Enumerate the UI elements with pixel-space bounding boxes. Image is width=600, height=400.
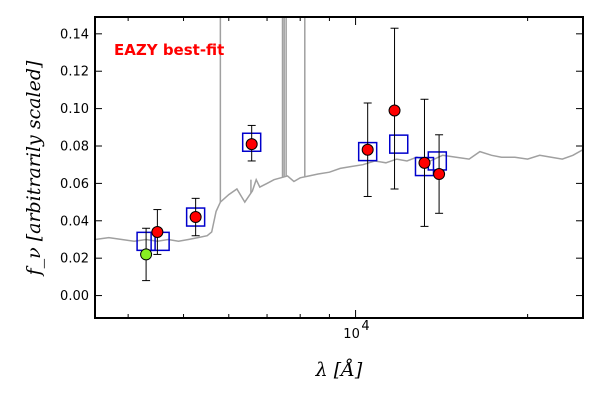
y-tick-label: 0.04 <box>60 214 89 229</box>
observed-flux-point-alt <box>140 248 153 261</box>
axis-ticks: 0.00 0.02 0.04 0.06 0.08 0.10 0.12 0.14 104 <box>60 17 583 342</box>
y-tick-label: 0.14 <box>60 27 89 42</box>
plot-content <box>95 17 583 282</box>
observed-flux-point <box>151 226 164 238</box>
annotation-label: EAZY best-fit <box>114 41 224 59</box>
observed-flux-point <box>433 168 446 181</box>
model-flux-square <box>388 134 409 154</box>
x-tick-label-exponent: 4 <box>361 319 369 334</box>
observed-flux-point <box>418 156 431 169</box>
y-tick-label: 0.08 <box>60 140 89 155</box>
observed-flux-point <box>361 143 374 156</box>
observed-flux-point <box>388 104 401 117</box>
observed-flux-point <box>189 211 202 224</box>
y-tick-label: 0.10 <box>60 102 89 117</box>
model-spectrum-line <box>95 149 583 243</box>
y-axis-label: f_ν [arbitrarily scaled] <box>23 60 45 277</box>
y-tick-label: 0.00 <box>60 289 89 304</box>
y-tick-label: 0.06 <box>60 177 89 192</box>
observed-flux-point <box>245 138 258 151</box>
x-axis-label: λ [Å] <box>315 359 363 381</box>
y-tick-label: 0.12 <box>60 65 89 80</box>
x-tick-label: 10 <box>343 327 360 342</box>
plot-frame <box>94 16 584 319</box>
plot-layer <box>95 17 583 282</box>
y-tick-label: 0.02 <box>60 252 89 267</box>
